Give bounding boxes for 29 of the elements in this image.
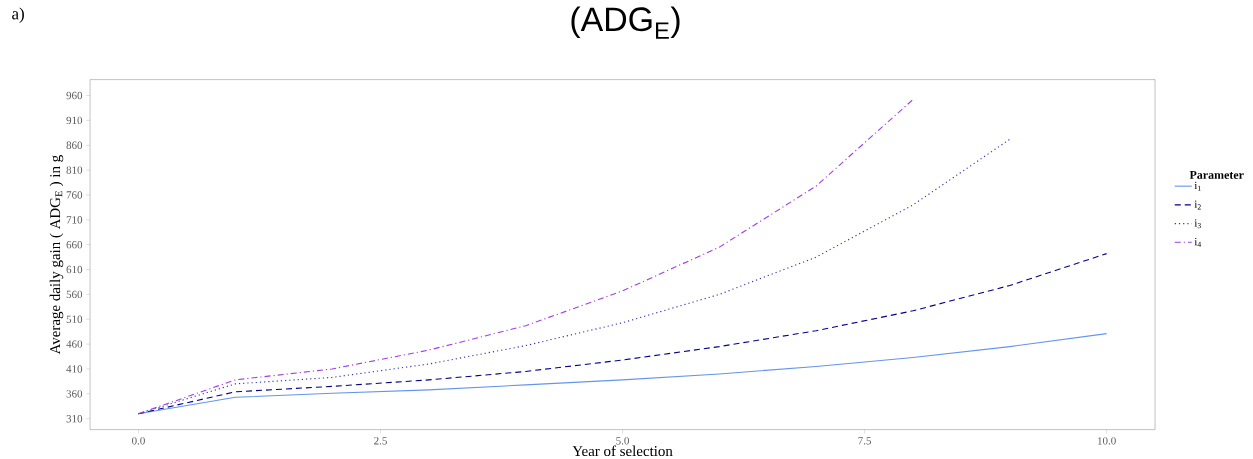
y-tick-label: 760 [66, 191, 83, 199]
y-tick-label: 410 [66, 365, 83, 373]
y-tick-label: 960 [66, 91, 83, 100]
legend-label: i$_{4}$ [1194, 237, 1202, 247]
y-axis-title: Average daily gain ( ADG$_{E}$ ) in g [49, 154, 64, 355]
y-tick-label: 560 [66, 290, 83, 298]
text: a) [12, 7, 24, 23]
y-tick-label: 460 [66, 340, 83, 348]
x-tick-label: 2.5 [374, 436, 387, 445]
legend-label: i$_{2}$ [1194, 200, 1201, 210]
legend-label: i$_{3}$ [1194, 219, 1201, 228]
x-tick-label: 7.5 [858, 436, 872, 445]
legend-label: i$_{1}$ [1194, 181, 1201, 191]
y-tick-label: 860 [66, 141, 83, 149]
x-tick-label: 0.0 [132, 436, 145, 445]
y-tick-label: 610 [66, 265, 83, 274]
x-tick-label: 5.0 [616, 436, 629, 445]
y-tick-label: 810 [66, 166, 83, 174]
legend-title: Parameter [1189, 170, 1244, 179]
y-tick-label: 360 [66, 389, 83, 398]
y-tick-label: 660 [66, 240, 83, 249]
y-tick-label: 310 [66, 414, 83, 423]
x-axis-title: Year of selection [572, 445, 673, 456]
y-tick-label: 510 [66, 315, 83, 323]
line-series [137, 98, 914, 415]
x-tick-label: 10.0 [1098, 436, 1116, 445]
y-tick-label: 710 [66, 215, 83, 224]
y-tick-label: 910 [66, 116, 83, 124]
chart-title: (ADG$_{E}$) [571, 6, 680, 39]
